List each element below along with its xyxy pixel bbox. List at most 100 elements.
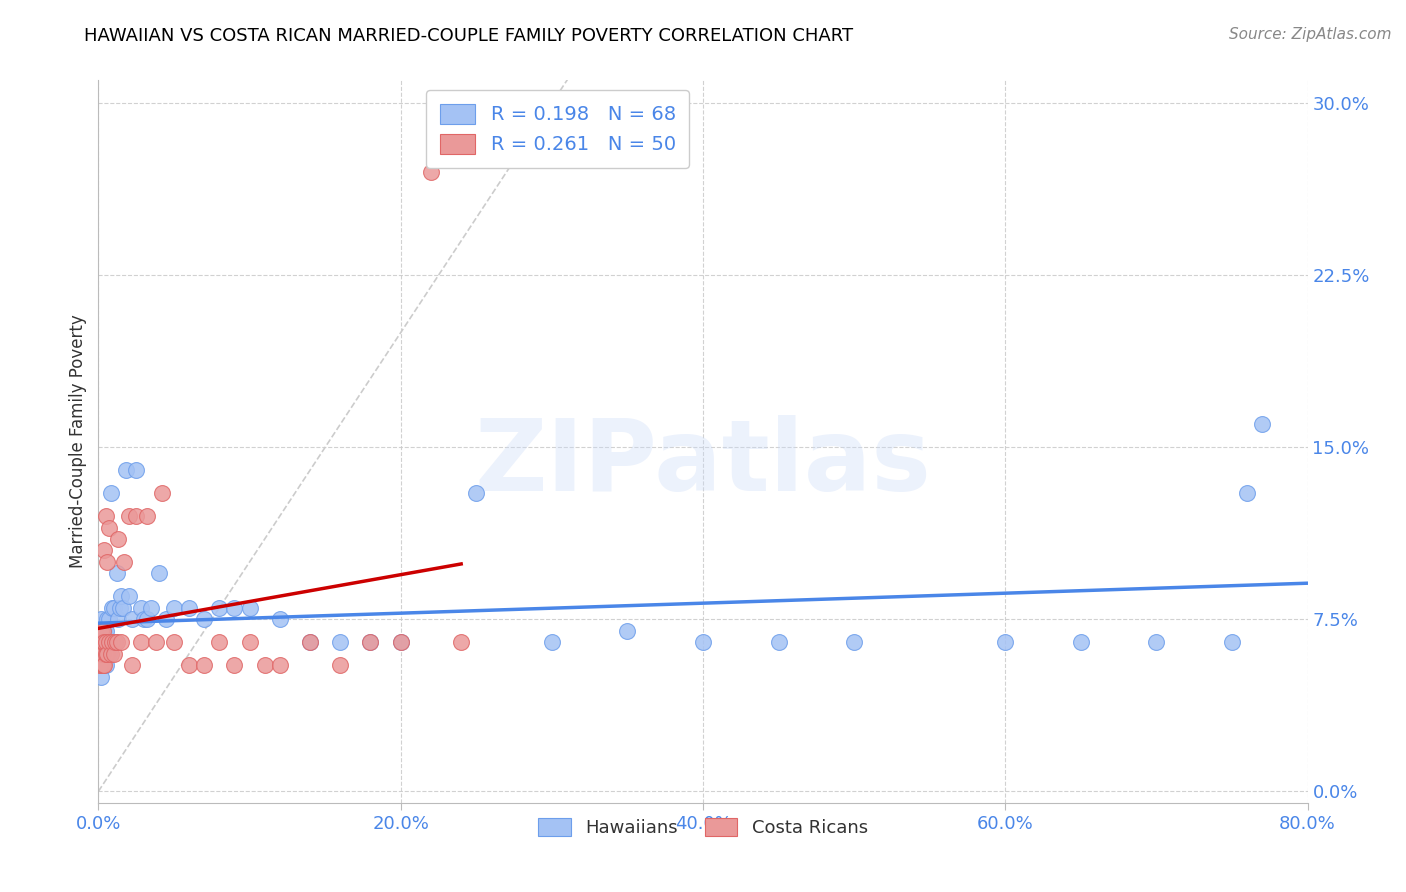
Point bbox=[89, 647, 111, 661]
Point bbox=[101, 635, 124, 649]
Point bbox=[224, 600, 246, 615]
Point bbox=[94, 509, 117, 524]
Point bbox=[94, 624, 117, 638]
Point bbox=[90, 658, 112, 673]
Point bbox=[90, 635, 112, 649]
Text: Source: ZipAtlas.com: Source: ZipAtlas.com bbox=[1229, 27, 1392, 42]
Point bbox=[90, 624, 112, 638]
Point bbox=[118, 590, 141, 604]
Point bbox=[96, 647, 118, 661]
Point bbox=[107, 532, 129, 546]
Point bbox=[100, 635, 122, 649]
Point bbox=[101, 600, 124, 615]
Point bbox=[1236, 486, 1258, 500]
Point bbox=[179, 600, 201, 615]
Point bbox=[616, 624, 638, 638]
Point bbox=[100, 647, 122, 661]
Point bbox=[91, 635, 114, 649]
Point bbox=[129, 635, 152, 649]
Point bbox=[450, 635, 472, 649]
Point bbox=[105, 566, 128, 581]
Point bbox=[389, 635, 412, 649]
Point bbox=[299, 635, 322, 649]
Point bbox=[125, 509, 148, 524]
Point bbox=[103, 635, 125, 649]
Point bbox=[104, 635, 127, 649]
Point bbox=[93, 635, 115, 649]
Point bbox=[93, 647, 115, 661]
Point bbox=[91, 647, 114, 661]
Point bbox=[96, 647, 118, 661]
Point bbox=[145, 635, 167, 649]
Point bbox=[150, 486, 173, 500]
Point bbox=[91, 624, 114, 638]
Point bbox=[208, 635, 231, 649]
Point bbox=[103, 647, 125, 661]
Text: ZIPatlas: ZIPatlas bbox=[475, 415, 931, 512]
Point bbox=[91, 635, 114, 649]
Point bbox=[93, 624, 115, 638]
Point bbox=[90, 670, 112, 684]
Point bbox=[111, 600, 134, 615]
Point bbox=[107, 612, 129, 626]
Point bbox=[98, 635, 121, 649]
Point bbox=[224, 658, 246, 673]
Point bbox=[110, 590, 132, 604]
Point bbox=[1251, 417, 1274, 432]
Point bbox=[269, 612, 291, 626]
Point bbox=[90, 612, 112, 626]
Point bbox=[89, 658, 111, 673]
Point bbox=[135, 612, 157, 626]
Point bbox=[465, 486, 488, 500]
Point bbox=[193, 612, 215, 626]
Point bbox=[155, 612, 177, 626]
Y-axis label: Married-Couple Family Poverty: Married-Couple Family Poverty bbox=[69, 315, 87, 568]
Point bbox=[844, 635, 866, 649]
Point bbox=[420, 165, 443, 179]
Point bbox=[125, 463, 148, 477]
Point bbox=[329, 658, 352, 673]
Point bbox=[90, 647, 112, 661]
Legend: Hawaiians, Costa Ricans: Hawaiians, Costa Ricans bbox=[531, 811, 875, 845]
Point bbox=[108, 600, 131, 615]
Point bbox=[148, 566, 170, 581]
Point bbox=[360, 635, 382, 649]
Point bbox=[141, 600, 163, 615]
Point bbox=[132, 612, 155, 626]
Point bbox=[269, 658, 291, 673]
Point bbox=[239, 635, 262, 649]
Point bbox=[163, 635, 186, 649]
Point bbox=[329, 635, 352, 649]
Point bbox=[360, 635, 382, 649]
Point bbox=[90, 624, 112, 638]
Point bbox=[110, 635, 132, 649]
Point bbox=[239, 600, 262, 615]
Point bbox=[112, 555, 135, 569]
Point bbox=[94, 647, 117, 661]
Point bbox=[89, 635, 111, 649]
Point bbox=[91, 658, 114, 673]
Point bbox=[89, 658, 111, 673]
Point bbox=[163, 600, 186, 615]
Point bbox=[101, 635, 124, 649]
Point bbox=[98, 647, 121, 661]
Point bbox=[193, 658, 215, 673]
Point bbox=[93, 543, 115, 558]
Point bbox=[692, 635, 714, 649]
Point bbox=[90, 658, 112, 673]
Point bbox=[389, 635, 412, 649]
Point bbox=[100, 486, 122, 500]
Point bbox=[93, 658, 115, 673]
Point bbox=[94, 635, 117, 649]
Point bbox=[1220, 635, 1243, 649]
Point bbox=[91, 647, 114, 661]
Point bbox=[98, 612, 121, 626]
Point bbox=[121, 658, 143, 673]
Text: HAWAIIAN VS COSTA RICAN MARRIED-COUPLE FAMILY POVERTY CORRELATION CHART: HAWAIIAN VS COSTA RICAN MARRIED-COUPLE F… bbox=[84, 27, 853, 45]
Point bbox=[93, 635, 115, 649]
Point bbox=[98, 520, 121, 534]
Point bbox=[540, 635, 562, 649]
Point bbox=[91, 658, 114, 673]
Point bbox=[768, 635, 790, 649]
Point bbox=[121, 612, 143, 626]
